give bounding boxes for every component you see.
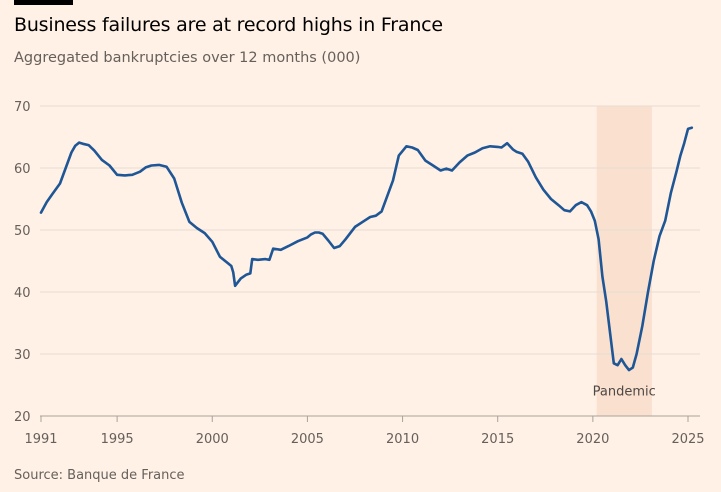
y-tick-label-30: 30 <box>14 348 31 363</box>
axis-labels: 20 30 40 50 60 70 1991 1995 2000 2005 2010 2015 2020… <box>14 100 705 447</box>
x-tick-label-2000: 2000 <box>196 432 229 447</box>
y-tick-label-70: 70 <box>14 100 31 115</box>
x-tick-label-2020: 2020 <box>576 432 609 447</box>
y-tick-label-50: 50 <box>14 224 31 239</box>
series-line-0 <box>39 126 694 372</box>
y-tick-label-40: 40 <box>14 286 31 301</box>
y-tick-label-60: 60 <box>14 162 31 177</box>
x-tick-label-2025: 2025 <box>671 432 704 447</box>
pandemic-annotation: Pandemic <box>593 385 656 400</box>
y-tick-label-20: 20 <box>14 410 31 425</box>
chart-title: Business failures are at record highs in… <box>14 14 443 36</box>
x-tick-label-1991: 1991 <box>24 432 57 447</box>
chart-subtitle: Aggregated bankruptcies over 12 months (… <box>14 50 361 66</box>
brand-accent-bar <box>14 0 73 5</box>
shaded-region-group <box>596 106 652 416</box>
pandemic-shaded-region <box>596 106 652 416</box>
source-note: Source: Banque de France <box>14 468 185 483</box>
x-tick-label-1995: 1995 <box>101 432 134 447</box>
x-tick-label-2010: 2010 <box>386 432 419 447</box>
x-tick-label-2005: 2005 <box>291 432 324 447</box>
series-group <box>39 126 694 372</box>
x-tick-label-2015: 2015 <box>481 432 514 447</box>
gridlines <box>40 105 700 422</box>
